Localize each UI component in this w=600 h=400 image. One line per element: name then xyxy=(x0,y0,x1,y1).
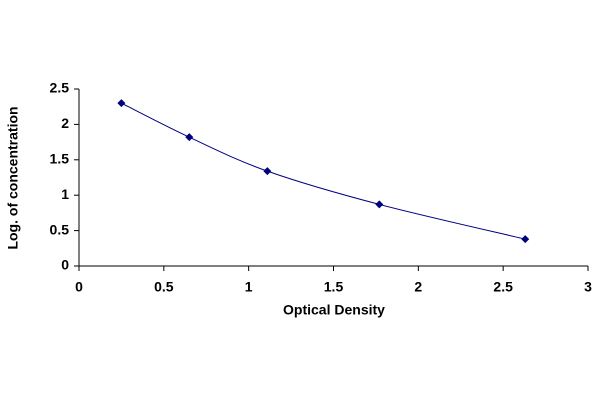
x-axis-label: Optical Density xyxy=(283,302,385,318)
y-tick-label: 1.5 xyxy=(50,151,70,167)
point xyxy=(117,99,126,108)
point xyxy=(521,235,530,244)
y-tick-label: 2.5 xyxy=(50,80,70,96)
y-tick-label: 2 xyxy=(61,115,69,131)
x-tick-label: 2.5 xyxy=(493,279,513,295)
x-tick-label: 2 xyxy=(414,279,422,295)
x-tick-label: 0 xyxy=(75,279,83,295)
y-axis-label: Log. of concentration xyxy=(5,106,21,249)
curve xyxy=(121,102,526,240)
x-tick-label: 1 xyxy=(245,279,253,295)
point xyxy=(263,167,272,176)
point xyxy=(185,133,194,142)
y-tick-label: 1 xyxy=(61,186,69,202)
x-tick-label: 1.5 xyxy=(324,279,344,295)
x-tick-label: 0.5 xyxy=(154,279,174,295)
x-tick-label: 3 xyxy=(584,279,592,295)
y-tick-label: 0.5 xyxy=(50,221,70,237)
point xyxy=(375,200,384,209)
y-tick-label: 0 xyxy=(61,257,69,273)
